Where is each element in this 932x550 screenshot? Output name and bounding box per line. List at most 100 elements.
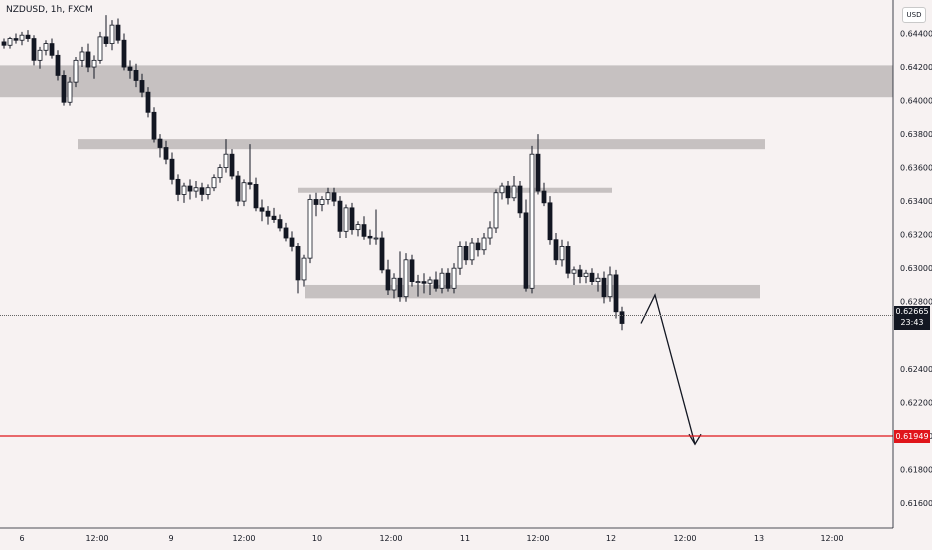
candle-body [163, 147, 169, 160]
candle-body [199, 187, 205, 195]
candle-body [253, 183, 259, 209]
candle-body [139, 80, 145, 93]
candle-body [313, 199, 319, 205]
candle-body [19, 34, 25, 41]
candle-body [547, 202, 553, 241]
candle-body [289, 237, 295, 247]
candle-body [31, 38, 37, 61]
time-tick-label: 12:00 [379, 534, 402, 543]
candle-body [451, 267, 457, 289]
candle-body [187, 185, 193, 192]
time-tick-label: 10 [312, 534, 322, 543]
exchange-label: FXCM [67, 5, 93, 15]
symbol-label[interactable]: NZDUSD [6, 5, 46, 15]
price-tick-label: 0.62400 [900, 365, 932, 374]
candle-body [541, 190, 547, 204]
candle-body [73, 59, 79, 83]
time-tick-label: 9 [168, 534, 173, 543]
candle-body [571, 269, 577, 274]
current-price-line [0, 315, 893, 316]
candle-body [367, 235, 373, 239]
price-tick-label: 0.64200 [900, 63, 932, 72]
candle-body [511, 185, 517, 199]
time-tick-label: 12:00 [673, 534, 696, 543]
candle-body [49, 43, 55, 56]
price-tick-label: 0.63200 [900, 231, 932, 240]
candle-body [331, 192, 337, 202]
candle-body [37, 49, 43, 61]
price-tick-label: 0.61800 [900, 465, 932, 474]
candle-body [217, 167, 223, 179]
candle-body [415, 281, 421, 284]
candle-body [13, 38, 19, 41]
bar-countdown: 23:43 [900, 318, 924, 327]
candle-body [577, 269, 583, 277]
candle-body [463, 245, 469, 261]
time-tick-label: 6 [19, 534, 24, 543]
candle-body [133, 70, 139, 81]
candle-body [337, 200, 343, 232]
candle-body [295, 245, 301, 281]
candle-body [277, 219, 283, 229]
candle-body [151, 111, 157, 140]
currency-button[interactable]: USD [902, 7, 926, 23]
candle-body [43, 43, 49, 51]
candle-body [433, 279, 439, 289]
candle-body [175, 178, 181, 195]
candle-body [439, 272, 445, 289]
projection-arrow [640, 293, 702, 446]
candle-body [193, 187, 199, 192]
candle-body [247, 182, 253, 185]
candle-body [211, 177, 217, 189]
candle-body [103, 36, 109, 44]
candle-body [157, 138, 163, 148]
candle-body [427, 279, 433, 284]
candle-body [325, 192, 331, 200]
candle-body [241, 182, 247, 202]
projection-arrowhead [688, 433, 702, 446]
candle-body [391, 277, 397, 291]
time-tick-label: 12:00 [85, 534, 108, 543]
time-tick-label: 12:00 [526, 534, 549, 543]
candle-body [475, 242, 481, 251]
candle-body [127, 66, 133, 71]
candlestick-series [1, 15, 625, 331]
price-tick-label: 0.62200 [900, 398, 932, 407]
candle-body [499, 185, 505, 194]
candle-body [181, 185, 187, 195]
candle-body [91, 59, 97, 68]
time-axis-labels: 6 12:00 9 12:00 10 12:00 11 12:00 12 12:00 13 12:00 [19, 534, 843, 543]
price-tick-label: 0.62800 [900, 298, 932, 307]
candle-body [487, 227, 493, 239]
candle-body [259, 207, 265, 212]
title-sep-2: , [62, 5, 68, 15]
time-tick-label: 12 [606, 534, 616, 543]
candle-body [595, 277, 601, 283]
candle-body [505, 185, 511, 199]
price-axis-labels: 0.64400 0.64200 0.64000 0.63800 0.63600 0.634… [900, 30, 932, 508]
candle-body [115, 24, 121, 41]
target-price-tag[interactable]: 0.61949 [894, 430, 930, 443]
candle-body [583, 272, 589, 277]
candle-body [355, 224, 361, 231]
candle-body [601, 277, 607, 298]
candle-body [529, 153, 535, 289]
price-tick-label: 0.63000 [900, 264, 932, 273]
chart-title: NZDUSD, 1h, FXCM [6, 5, 93, 15]
candle-body [397, 277, 403, 298]
candle-body [481, 237, 487, 251]
price-tick-label: 0.64400 [900, 30, 932, 39]
candle-body [619, 311, 625, 324]
candle-body [85, 51, 91, 68]
candle-body [7, 38, 13, 46]
candle-body [271, 215, 277, 220]
candle-body [145, 91, 151, 113]
interval-label[interactable]: 1h [50, 5, 63, 15]
candle-body [343, 207, 349, 232]
candle-body [385, 269, 391, 291]
current-price-value: 0.62665 [895, 307, 929, 316]
candle-body [409, 259, 415, 282]
candle-body [229, 153, 235, 177]
candle-body [523, 212, 529, 289]
